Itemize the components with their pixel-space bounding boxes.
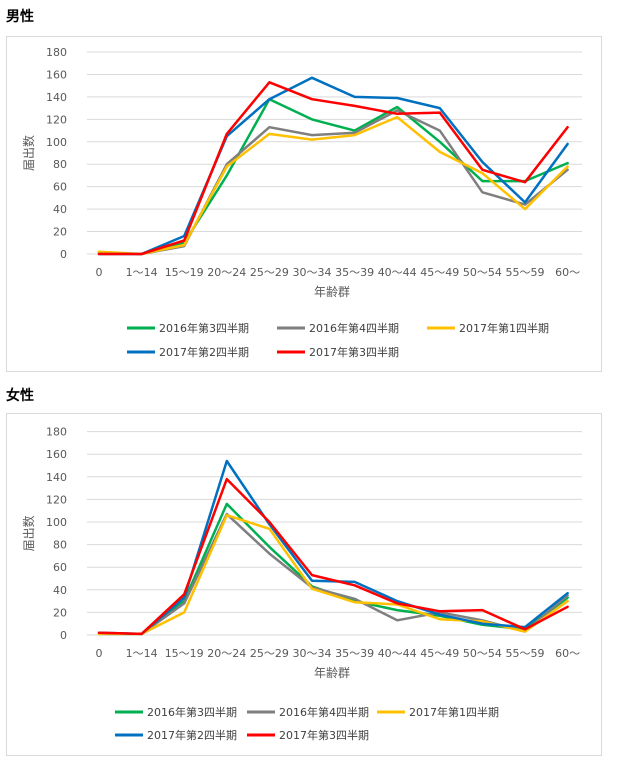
male-legend-label: 2016年第4四半期 (309, 321, 399, 335)
female-series-line-4 (97, 477, 569, 636)
female-legend-item: 2017年第3四半期 (247, 728, 369, 742)
female-x-tick-label: 55～59 (506, 647, 545, 660)
female-legend-label: 2016年第3四半期 (147, 705, 237, 719)
male-legend-label: 2016年第3四半期 (159, 321, 249, 335)
male-y-tick-label: 120 (46, 113, 67, 126)
male-x-tick-label: 25～29 (250, 266, 289, 279)
male-x-tick-label: 30～34 (293, 266, 332, 279)
female-y-tick-label: 120 (46, 493, 67, 506)
male-x-tick-label: 35～39 (335, 266, 374, 279)
section-title-male: 男性 (6, 9, 34, 25)
male-legend-item: 2017年第3四半期 (277, 345, 399, 359)
male-series-line-4 (97, 81, 569, 256)
male-y-tick-label: 80 (53, 158, 67, 171)
chart-male: 0 20 40 60 80 100 120 140 160 180 0 1～14 15～19 20～24 2… (6, 36, 602, 372)
male-x-tick-label: 55～59 (506, 266, 545, 279)
male-y-tick-label: 160 (46, 68, 67, 81)
female-legend-label: 2017年第2四半期 (147, 728, 237, 742)
male-x-tick-label: 15～19 (165, 266, 204, 279)
female-x-tick-label: 50～54 (463, 647, 502, 660)
female-legend-item: 2017年第1四半期 (377, 705, 499, 719)
line-chart-male: 0 20 40 60 80 100 120 140 160 180 0 1～14 15～19 20～24 2… (21, 46, 582, 359)
female-legend-label: 2016年第4四半期 (279, 705, 369, 719)
male-y-tick-label: 60 (53, 181, 67, 194)
male-legend-label: 2017年第2四半期 (159, 345, 249, 359)
male-y-tick-label: 20 (53, 226, 67, 239)
male-series-line-0 (97, 97, 569, 256)
female-legend-item: 2016年第3四半期 (115, 705, 237, 719)
male-x-tick-label: 0 (96, 266, 103, 279)
male-x-tick-label: 1～14 (126, 266, 158, 279)
female-x-tick-label: 15～19 (165, 647, 204, 660)
female-x-tick-label: 1～14 (126, 647, 158, 660)
female-y-tick-label: 140 (46, 471, 67, 484)
male-y-axis-title: 届出数 (21, 135, 36, 171)
female-x-tick-label: 0 (96, 647, 103, 660)
female-y-tick-label: 0 (60, 629, 67, 642)
male-y-tick-label: 180 (46, 46, 67, 59)
female-legend-label: 2017年第3四半期 (279, 728, 369, 742)
female-y-tick-label: 40 (53, 584, 67, 597)
chart-female: 0 20 40 60 80 100 120 140 160 180 0 1～14 15～19 20～24 2… (6, 413, 602, 756)
male-x-tick-label: 40～44 (378, 266, 417, 279)
male-y-tick-label: 40 (53, 203, 67, 216)
male-x-tick-label: 50～54 (463, 266, 502, 279)
male-series-line-3 (97, 76, 569, 256)
male-x-tick-label: 20～24 (207, 266, 246, 279)
male-legend-label: 2017年第3四半期 (309, 345, 399, 359)
male-x-tick-label: 60～ (555, 266, 580, 279)
female-x-tick-label: 30～34 (293, 647, 332, 660)
female-x-axis-title: 年齢群 (314, 665, 350, 680)
female-y-tick-label: 20 (53, 606, 67, 619)
female-x-tick-label: 45～49 (420, 647, 459, 660)
female-x-tick-label: 60～ (555, 647, 580, 660)
female-x-tick-label: 20～24 (207, 647, 246, 660)
male-legend-item: 2016年第3四半期 (127, 321, 249, 335)
female-y-tick-label: 60 (53, 561, 67, 574)
male-series-line-2 (97, 115, 569, 256)
male-legend-item: 2017年第2四半期 (127, 345, 249, 359)
female-x-tick-label: 25～29 (250, 647, 289, 660)
male-legend-item: 2016年第4四半期 (277, 321, 399, 335)
male-y-tick-label: 140 (46, 91, 67, 104)
female-y-tick-label: 80 (53, 539, 67, 552)
female-y-axis-title: 届出数 (21, 515, 36, 551)
female-legend-item: 2017年第2四半期 (115, 728, 237, 742)
male-x-axis-title: 年齢群 (314, 284, 350, 299)
male-y-tick-label: 100 (46, 136, 67, 149)
female-x-tick-label: 35～39 (335, 647, 374, 660)
female-x-tick-label: 40～44 (378, 647, 417, 660)
female-y-tick-label: 100 (46, 516, 67, 529)
section-title-female: 女性 (6, 388, 34, 404)
male-legend-item: 2017年第1四半期 (427, 321, 549, 335)
female-legend-item: 2016年第4四半期 (247, 705, 369, 719)
male-legend-label: 2017年第1四半期 (459, 321, 549, 335)
male-x-tick-label: 45～49 (420, 266, 459, 279)
female-y-tick-label: 160 (46, 448, 67, 461)
male-y-tick-label: 0 (60, 248, 67, 261)
line-chart-female: 0 20 40 60 80 100 120 140 160 180 0 1～14 15～19 20～24 2… (21, 426, 582, 742)
female-y-tick-label: 180 (46, 426, 67, 439)
female-legend-label: 2017年第1四半期 (409, 705, 499, 719)
